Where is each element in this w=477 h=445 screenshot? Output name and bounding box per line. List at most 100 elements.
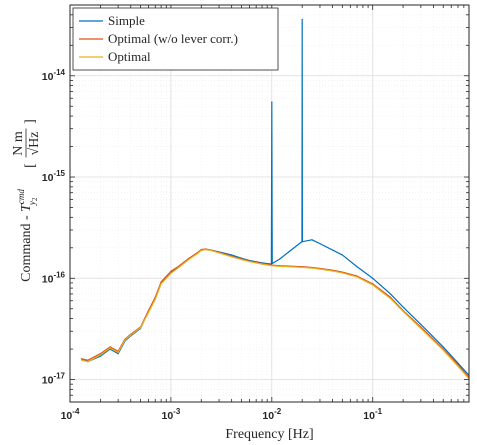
- y-tick-label-base: 10: [42, 172, 54, 184]
- legend-entry: Simple: [108, 13, 145, 28]
- series-point-0: [301, 18, 303, 21]
- series-point-2: [356, 276, 358, 278]
- plot-frame: [69, 4, 470, 403]
- series-point-2: [331, 270, 334, 272]
- series-point-2: [87, 361, 89, 363]
- series-point-2: [109, 347, 111, 349]
- y-axis-label-symbol: T: [19, 203, 34, 212]
- y-tick-label-exponent: -14: [53, 68, 65, 77]
- y-axis-label-bracket-open: [: [23, 163, 38, 168]
- series-point-0: [231, 254, 233, 256]
- series-point-2: [147, 311, 150, 314]
- series-point-1: [178, 265, 180, 267]
- y-tick-label-base: 10: [42, 273, 54, 285]
- series-point-0: [402, 306, 404, 308]
- series-point-1: [80, 358, 83, 360]
- series-point-1: [87, 359, 89, 361]
- legend-entry: Optimal: [108, 49, 151, 64]
- series-point-2: [188, 258, 190, 261]
- x-tick-label-base: 10: [363, 410, 375, 422]
- x-tick-label: 10-4: [61, 407, 80, 422]
- series-point-2: [389, 298, 392, 300]
- legend-box: [72, 7, 279, 71]
- series-point-0: [271, 262, 273, 265]
- series-point-0: [331, 249, 334, 251]
- plot-area: [70, 5, 469, 402]
- y-axis-label-superscript: cmd: [16, 189, 26, 204]
- x-tick-label-base: 10: [262, 410, 274, 422]
- series-point-2: [248, 261, 251, 263]
- series-point-0: [457, 362, 459, 364]
- series-point-1: [457, 364, 459, 366]
- x-tick-label: 10-2: [262, 407, 281, 422]
- series-point-2: [341, 272, 343, 274]
- y-axis-label-main: Command - Tcmdy2: [16, 189, 39, 282]
- series-point-2: [402, 310, 404, 313]
- y-tick-label: 10-15: [42, 169, 66, 184]
- series-point-2: [124, 339, 126, 341]
- legend: Simple Optimal (w/o lever corr.) Optimal: [72, 7, 279, 71]
- series-point-2: [139, 327, 142, 329]
- y-axis-label-unit-denominator: √Hz: [27, 131, 42, 155]
- y-axis-label: Command - Tcmdy2 [ ] N m √Hz: [11, 119, 42, 282]
- series-point-2: [170, 272, 172, 274]
- series-point-1: [109, 346, 111, 348]
- series-point-2: [288, 266, 291, 268]
- series-point-2: [457, 365, 459, 367]
- y-axis-label-prefix: Command -: [19, 212, 34, 282]
- series-point-0: [117, 353, 119, 355]
- series-point-0: [301, 241, 304, 243]
- y-tick-label: 10-16: [42, 270, 66, 285]
- x-tick-label-base: 10: [161, 410, 173, 422]
- series-point-2: [210, 249, 212, 252]
- series-point-2: [442, 349, 444, 351]
- series-point-0: [271, 101, 273, 103]
- y-axis-label-bracket-close: ]: [23, 119, 38, 124]
- x-tick-label-exponent: -1: [375, 407, 383, 416]
- series-point-2: [372, 284, 374, 286]
- series-point-0: [372, 277, 374, 279]
- x-tick-label-base: 10: [61, 410, 73, 422]
- series-point-0: [341, 254, 343, 256]
- series-point-0: [356, 266, 358, 268]
- series-point-0: [442, 346, 444, 348]
- series-point-2: [204, 248, 207, 251]
- series-point-0: [319, 243, 321, 245]
- y-tick-label-base: 10: [42, 375, 54, 387]
- series-point-2: [99, 354, 101, 356]
- series-point-2: [319, 268, 321, 270]
- series-point-2: [279, 265, 281, 268]
- series-point-2: [311, 267, 313, 269]
- series-point-0: [288, 250, 291, 252]
- y-tick-label: 10-17: [42, 372, 66, 387]
- series-point-2: [196, 253, 198, 255]
- series-point-2: [240, 258, 243, 261]
- x-tick-label-exponent: -3: [173, 407, 181, 416]
- series-point-0: [279, 258, 281, 260]
- series-point-1: [170, 270, 172, 272]
- series-point-2: [130, 334, 132, 336]
- series-point-2: [160, 283, 162, 285]
- series-point-2: [218, 252, 220, 254]
- series-point-0: [420, 323, 422, 326]
- series-point-0: [99, 355, 101, 357]
- series-point-2: [200, 249, 202, 252]
- y-axis-label-unit-numerator: N m: [11, 131, 26, 156]
- series-point-2: [231, 256, 233, 258]
- series-point-2: [117, 351, 119, 354]
- series-point-1: [160, 281, 162, 283]
- y-axis-label-sqrt-symbol: √: [27, 148, 42, 156]
- y-tick-label: 10-14: [42, 68, 66, 83]
- y-axis-label-subscript: y: [27, 201, 37, 206]
- series-point-2: [261, 263, 263, 265]
- legend-entry: Optimal (w/o lever corr.): [108, 31, 238, 46]
- series-point-1: [389, 296, 392, 298]
- x-tick-label: 10-3: [161, 407, 180, 422]
- axis-ticks: [69, 4, 470, 403]
- y-tick-label-exponent: -17: [53, 372, 65, 381]
- y-tick-label-exponent: -15: [53, 169, 65, 178]
- y-tick-label-exponent: -16: [53, 270, 65, 279]
- y-tick-label-base: 10: [42, 71, 54, 83]
